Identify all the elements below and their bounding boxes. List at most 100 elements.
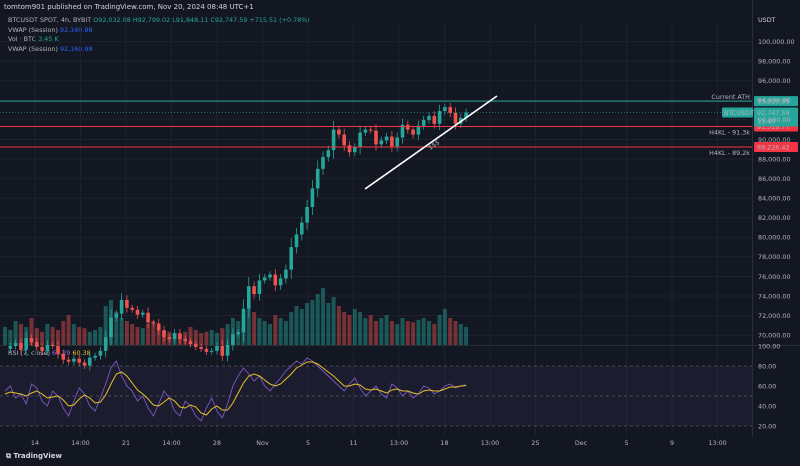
- candle-body: [437, 111, 442, 124]
- vwap-row-2[interactable]: VWAP (Session) 92,160.98: [8, 45, 310, 55]
- candle-body: [411, 129, 415, 135]
- ohlc-row: BTCUSDT SPOT, 4h, BYBIT O92,032.08 H92,7…: [8, 16, 310, 26]
- volume-bar: [448, 318, 453, 345]
- volume-row[interactable]: Vol · BTC 3.45 K: [8, 35, 310, 45]
- candle-body: [151, 322, 156, 324]
- candle-body: [119, 299, 124, 314]
- time-tick-label: 14: [31, 439, 39, 447]
- candle-body: [236, 332, 240, 335]
- candle-body: [305, 206, 309, 223]
- candle-body: [416, 125, 421, 135]
- volume-bar: [379, 318, 384, 345]
- volume-bar: [252, 312, 257, 345]
- candle-body: [194, 344, 198, 347]
- candle-body: [225, 345, 230, 356]
- candle-body: [342, 134, 346, 146]
- candle-body: [231, 334, 235, 345]
- level-price-tag-text: 89,226.42: [757, 144, 790, 152]
- currency-unit: USDT: [758, 16, 776, 24]
- candle-body: [337, 129, 341, 135]
- volume-bar: [321, 288, 325, 345]
- volume-bar: [130, 324, 135, 345]
- candle-body: [66, 359, 71, 362]
- volume-bar: [427, 321, 431, 345]
- time-tick-label: 14:00: [162, 439, 180, 447]
- candle-body: [61, 353, 66, 360]
- vwap-row-1[interactable]: VWAP (Session) 92,160.98: [8, 26, 310, 36]
- volume-bar: [246, 309, 251, 345]
- price-axis: 100,000.00 98,000.00 96,000.00 94,000.00 92,…: [758, 38, 795, 340]
- candle-body: [82, 362, 87, 366]
- volume-bar: [342, 312, 347, 345]
- price-tick-label: 92,000.00: [758, 116, 791, 124]
- vwap-label: VWAP (Session): [8, 25, 58, 34]
- volume-bar: [124, 321, 129, 345]
- candle-body: [358, 132, 362, 148]
- candles: [8, 102, 468, 371]
- volume-bar: [374, 321, 378, 345]
- open-value: O92,032.08: [93, 16, 131, 24]
- candle-body: [326, 150, 331, 158]
- volume-bar: [156, 327, 161, 345]
- candle-body: [103, 337, 108, 351]
- candle-body: [432, 115, 437, 124]
- price-tick-label: 74,000.00: [758, 292, 791, 300]
- price-tick-label: 98,000.00: [758, 57, 791, 65]
- volume-bar: [299, 309, 304, 345]
- volume-bar: [358, 312, 363, 345]
- volume-bar: [257, 318, 262, 345]
- candle-body: [453, 113, 458, 124]
- low-value: L91,848.11: [172, 16, 209, 24]
- candle-body: [24, 338, 28, 350]
- volume-bar: [140, 328, 145, 345]
- volume-bar: [278, 318, 283, 345]
- volume-bar: [347, 315, 352, 345]
- volume-bar: [66, 315, 71, 345]
- candle-body: [262, 277, 267, 281]
- price-tick-label: 86,000.00: [758, 175, 791, 183]
- candle-body: [347, 145, 352, 153]
- level-price-tag-text: 91,319.77: [757, 123, 790, 131]
- time-tick-label: Dec: [575, 439, 588, 447]
- volume-bar: [400, 318, 405, 345]
- candle-body: [215, 345, 219, 351]
- volume-bar: [352, 309, 357, 345]
- volume-bar: [199, 333, 204, 345]
- volume-bar: [93, 330, 98, 345]
- candle-body: [146, 312, 150, 323]
- volume-bar: [331, 297, 336, 345]
- price-tick-label: 96,000.00: [758, 77, 791, 85]
- candle-body: [199, 346, 203, 349]
- candle-body: [379, 140, 384, 145]
- last-price-text: 92,747.59: [757, 109, 790, 117]
- symbol-label[interactable]: BTCUSDT SPOT, 4h, BYBIT: [8, 16, 92, 24]
- candle-body: [363, 129, 368, 133]
- trendline: $$$: [364, 95, 498, 190]
- time-tick-label: 9: [670, 439, 674, 447]
- volume-bar: [437, 315, 442, 345]
- time-tick-label: 25: [531, 439, 539, 447]
- price-tick-label: 88,000.00: [758, 155, 791, 163]
- candle-body: [390, 136, 394, 147]
- candle-body: [289, 247, 293, 270]
- support-trendline[interactable]: [364, 95, 498, 190]
- time-tick-label: 11: [349, 439, 357, 447]
- candle-body: [220, 345, 225, 356]
- volume-bar: [34, 328, 39, 345]
- volume-bar: [384, 315, 389, 345]
- candle-body: [72, 358, 76, 362]
- volume-bar: [464, 327, 469, 345]
- tradingview-logo[interactable]: ⧉ TradingView: [6, 452, 62, 461]
- candle-body: [273, 274, 278, 286]
- candle-body: [268, 274, 272, 278]
- volume-bar: [18, 324, 23, 345]
- rsi-legend[interactable]: RSI (7, close) 61.29 60.38: [8, 349, 91, 357]
- volume-bar: [305, 303, 310, 345]
- volume-bar: [209, 330, 214, 345]
- candle-body: [109, 317, 113, 338]
- candle-body: [315, 168, 320, 189]
- candle-body: [35, 342, 39, 347]
- horizontal-levels: Current ATH 93,920.95 H4KL - 91.3k 91,319.7…: [0, 93, 798, 157]
- level-label: H4KL - 89.2k: [709, 149, 750, 157]
